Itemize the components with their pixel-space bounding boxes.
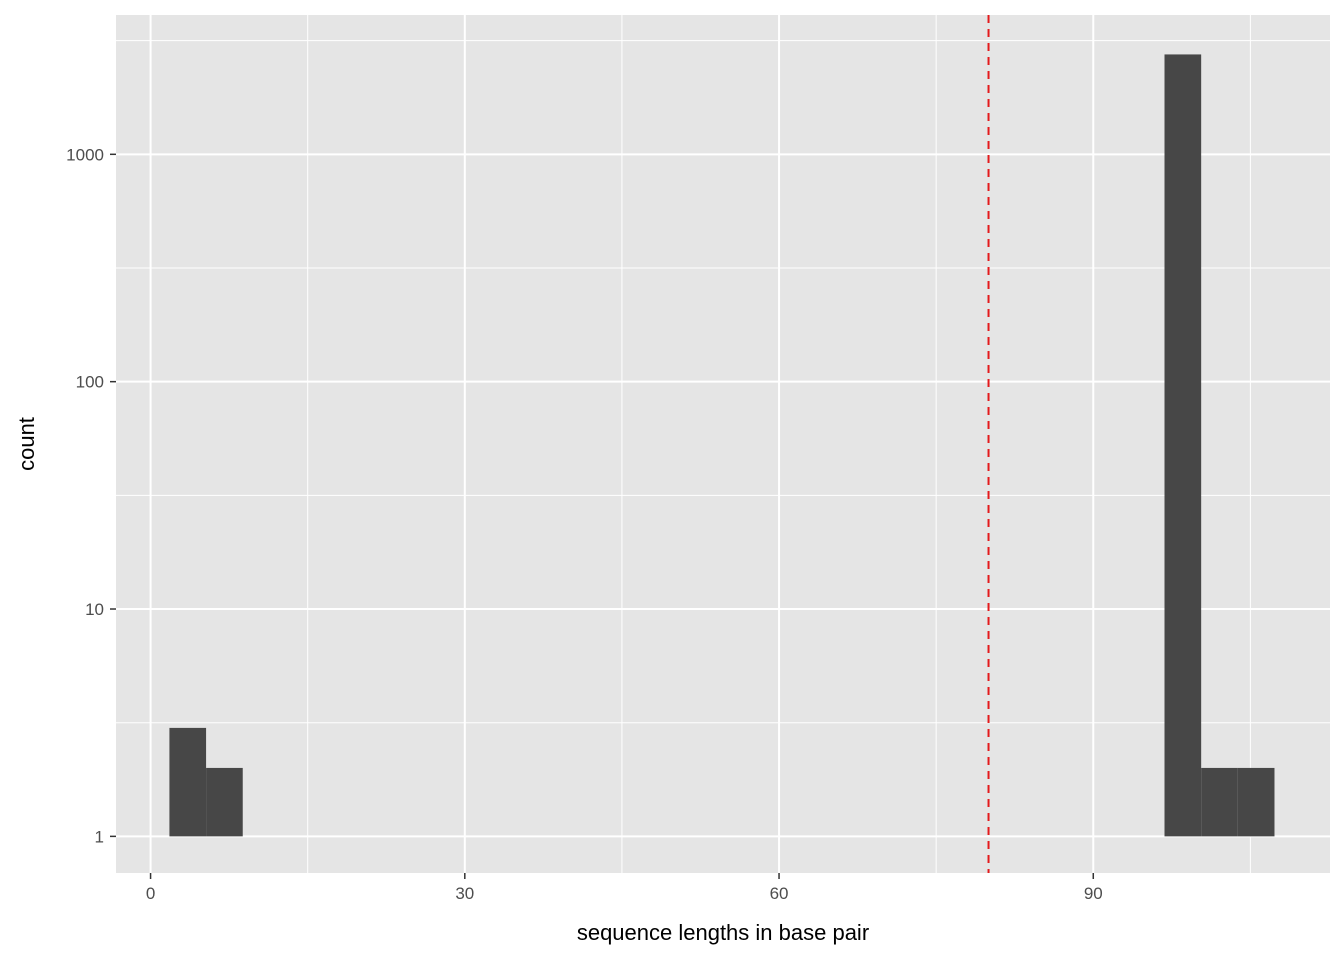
y-tick-label: 1: [95, 827, 104, 846]
bars: [169, 54, 1275, 837]
x-tick-label: 30: [455, 884, 474, 903]
histogram-bar: [206, 767, 243, 837]
x-axis-title: sequence lengths in base pair: [577, 920, 869, 945]
axes: 0 30 60 90 1 10 100 1000: [66, 145, 1103, 903]
histogram-bar: [1201, 767, 1238, 837]
y-tick-label: 10: [85, 600, 104, 619]
grid-lines: [116, 15, 1330, 873]
histogram-bar: [1237, 767, 1275, 837]
histogram-bar: [169, 727, 207, 837]
y-tick-label: 1000: [66, 145, 104, 164]
x-tick-label: 90: [1084, 884, 1103, 903]
x-tick-label: 60: [770, 884, 789, 903]
histogram-bar: [1164, 54, 1202, 837]
plot-panel: [116, 15, 1330, 873]
x-tick-label: 0: [146, 884, 155, 903]
y-axis-title: count: [14, 417, 39, 471]
y-tick-label: 100: [76, 373, 104, 392]
